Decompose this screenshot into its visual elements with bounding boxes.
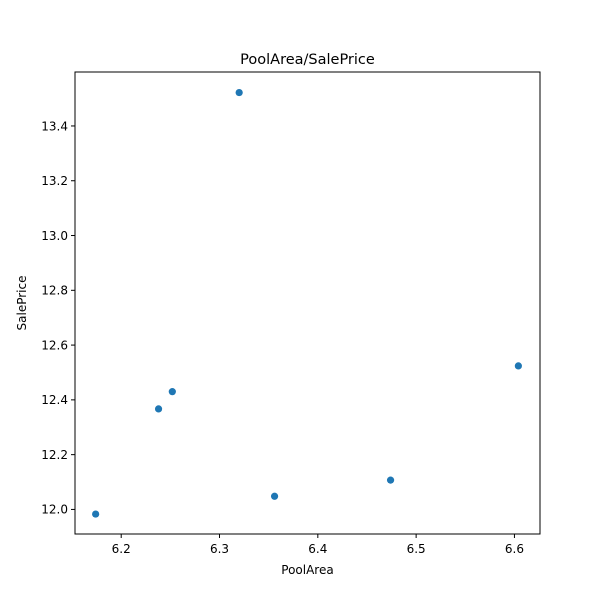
data-point — [154, 405, 163, 413]
x-tick-label: 6.4 — [308, 542, 327, 556]
y-tick-label: 13.2 — [41, 174, 68, 188]
data-point — [270, 492, 279, 500]
chart-title: PoolArea/SalePrice — [240, 52, 375, 68]
x-tick-label: 6.3 — [210, 542, 229, 556]
data-point — [168, 388, 176, 396]
x-axis-label: PoolArea — [281, 563, 333, 577]
y-tick-label: 12.4 — [41, 393, 68, 407]
data-point — [235, 88, 243, 97]
y-tick-label: 12.6 — [41, 338, 68, 352]
y-tick-label: 12.8 — [41, 284, 68, 298]
plot-frame — [74, 71, 541, 535]
y-tick-label: 13.0 — [41, 229, 68, 243]
data-point — [92, 510, 100, 518]
x-tick-label: 6.6 — [505, 542, 524, 556]
y-axis-label: SalePrice — [15, 276, 29, 331]
y-tick-label: 13.4 — [41, 119, 68, 133]
data-point — [514, 362, 522, 370]
x-tick-label: 6.5 — [407, 542, 426, 556]
plot-area: 6.2 6.3 6.4 6.5 6.6 12.0 12.2 12.4 12.6 12.8 13.0 1… — [41, 71, 541, 556]
data-point — [386, 476, 395, 484]
x-tick-label: 6.2 — [112, 542, 131, 556]
y-tick-label: 12.2 — [41, 448, 68, 462]
y-tick-label: 12.0 — [41, 503, 68, 517]
